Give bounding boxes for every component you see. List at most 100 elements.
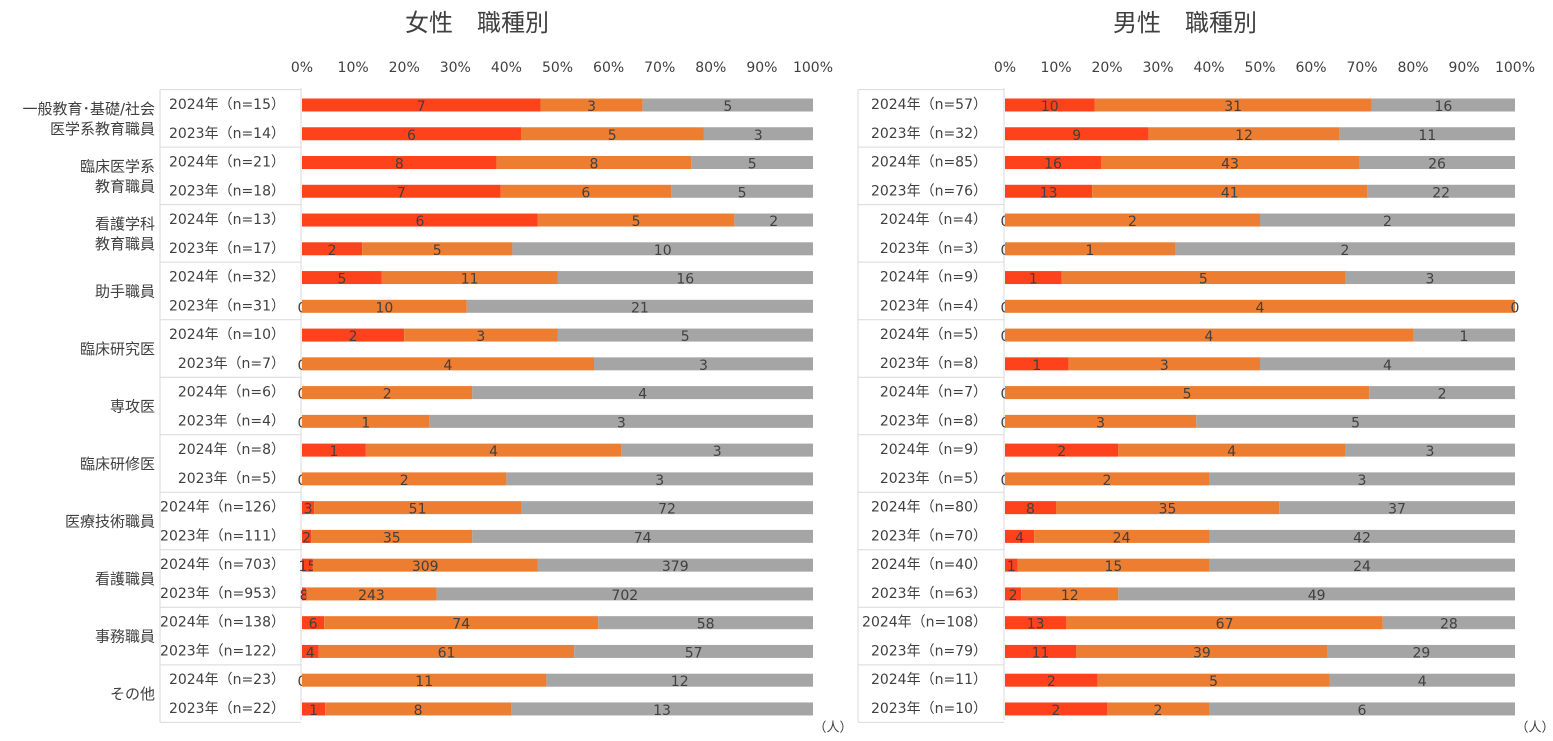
data-label: 8	[300, 588, 309, 604]
bar-segment	[1005, 98, 1095, 112]
data-label: 2	[302, 530, 311, 546]
data-label: 58	[697, 617, 715, 633]
bar-segment	[302, 472, 507, 486]
data-label: 3	[699, 358, 708, 374]
bar-segment	[511, 702, 813, 716]
x-tick-label: 30%	[1142, 60, 1173, 76]
data-label: 29	[1412, 645, 1430, 661]
category-label: 2024年（n=8）	[178, 442, 285, 458]
x-tick-label: 10%	[338, 60, 369, 76]
category-label: 2023年（n=79）	[871, 643, 987, 659]
bar-segment	[1005, 299, 1515, 313]
bar-segment	[381, 271, 558, 285]
bar-segment	[1209, 558, 1515, 572]
data-label: 31	[1224, 99, 1242, 115]
data-label: 4	[489, 444, 498, 460]
group-label: 臨床研究医	[80, 340, 155, 358]
x-tick-label: 50%	[542, 60, 573, 76]
bar-segment	[546, 673, 813, 687]
data-label: 4	[1227, 444, 1236, 460]
x-tick-label: 30%	[440, 60, 471, 76]
x-tick-label: 100%	[793, 60, 833, 76]
x-tick-label: 80%	[1397, 60, 1428, 76]
bar-segment	[1094, 98, 1372, 112]
bar-segment	[318, 644, 575, 658]
bar-segment	[1209, 472, 1515, 486]
bar-segment	[557, 271, 813, 285]
data-label: 7	[417, 99, 426, 115]
bar-segment	[302, 156, 497, 170]
data-label: 11	[461, 272, 479, 288]
bar-segment	[311, 529, 473, 543]
data-label: 3	[617, 415, 626, 431]
data-label: 11	[415, 674, 433, 690]
data-label: 2	[1057, 444, 1066, 460]
data-label: 2	[400, 473, 409, 489]
bar-segment	[302, 299, 467, 313]
group-label: 専攻医	[110, 397, 155, 415]
data-label: 35	[383, 530, 401, 546]
bar-segment	[1005, 127, 1149, 141]
data-label: 5	[723, 99, 732, 115]
category-label: 2024年（n=85）	[871, 155, 987, 171]
bar-segment	[1005, 472, 1209, 486]
category-label: 2023年（n=31）	[169, 298, 285, 314]
data-label: 1	[309, 703, 318, 719]
data-label: 3	[754, 128, 763, 144]
data-label: 2	[1103, 473, 1112, 489]
bar-segment	[671, 184, 813, 198]
bar-segment	[1005, 184, 1093, 198]
category-label: 2023年（n=3）	[880, 241, 987, 257]
bar-segment	[1101, 156, 1359, 170]
data-label: 2	[328, 243, 337, 259]
bar-segment	[302, 271, 382, 285]
bar-segment	[1076, 644, 1328, 658]
bar-segment	[496, 156, 692, 170]
data-label: 72	[658, 502, 676, 518]
data-label: 3	[655, 473, 664, 489]
category-label: 2023年（n=4）	[178, 413, 285, 429]
bar-segment	[302, 357, 594, 371]
bar-segment	[1005, 357, 1069, 371]
data-label: 6	[1358, 703, 1367, 719]
data-label: 12	[671, 674, 689, 690]
data-label: 6	[309, 617, 318, 633]
data-label: 1	[1007, 559, 1016, 575]
group-label: 臨床医学系	[80, 157, 155, 175]
bar-segment	[365, 443, 622, 457]
bar-segment	[1005, 644, 1077, 658]
bar-segment	[574, 644, 813, 658]
bar-segment	[302, 616, 325, 630]
data-label: 2	[1128, 214, 1137, 230]
bar-segment	[621, 443, 813, 457]
bar-segment	[362, 242, 513, 256]
data-label: 1	[1086, 243, 1095, 259]
data-label: 5	[608, 128, 617, 144]
data-label: 4	[1418, 674, 1427, 690]
category-label: 2024年（n=703）	[160, 557, 285, 573]
data-label: 3	[1358, 473, 1367, 489]
bar-segment	[1382, 616, 1515, 630]
data-label: 13	[1027, 617, 1045, 633]
category-label: 2024年（n=10）	[169, 327, 285, 343]
category-label: 2023年（n=70）	[871, 528, 987, 544]
unit-label: （人）	[1515, 721, 1553, 736]
data-label: 4	[1256, 300, 1265, 316]
data-label: 1	[1029, 272, 1038, 288]
data-label: 3	[476, 329, 485, 345]
data-label: 10	[654, 243, 672, 259]
data-label: 8	[590, 157, 599, 173]
data-label: 3	[713, 444, 722, 460]
data-label: 35	[1159, 502, 1177, 518]
data-label: 61	[438, 645, 456, 661]
bar-segment	[1017, 558, 1209, 572]
bar-segment	[521, 127, 704, 141]
bar-segment	[1209, 702, 1515, 716]
bar-segment	[1066, 616, 1383, 630]
bar-segment	[537, 558, 813, 572]
category-label: 2024年（n=57）	[871, 97, 987, 113]
group-label: 看護学科	[95, 215, 155, 233]
bar-segment	[1148, 127, 1340, 141]
data-label: 7	[397, 185, 406, 201]
